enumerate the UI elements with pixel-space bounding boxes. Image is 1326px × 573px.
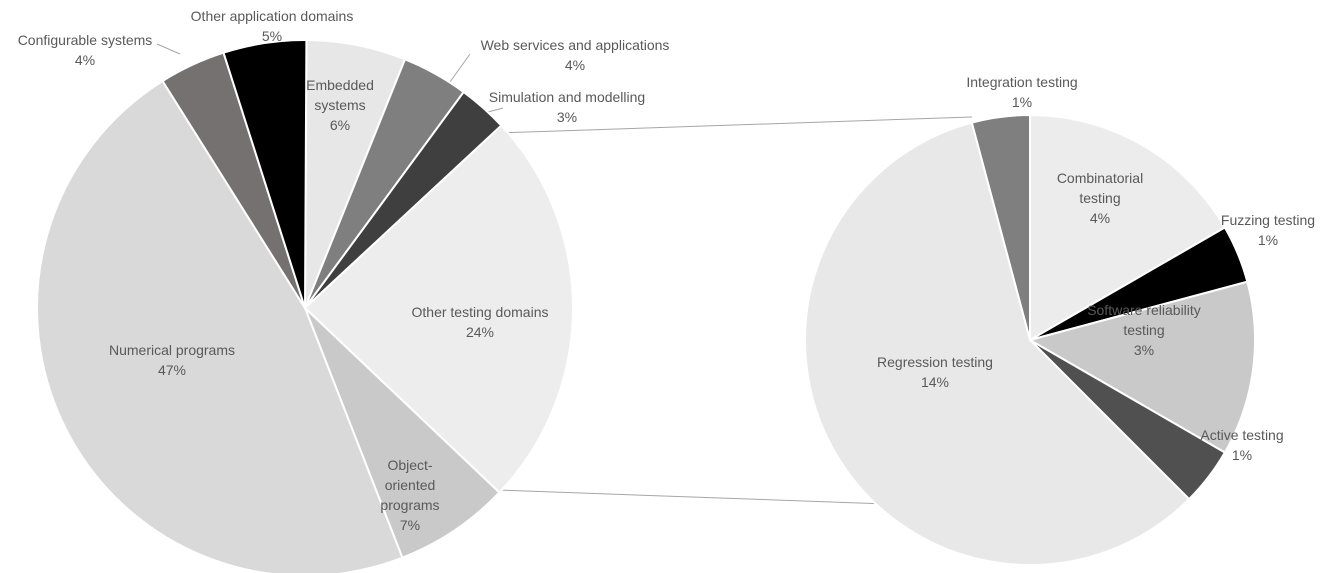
pie-slice	[1029, 113, 1227, 342]
value-label: 1%	[1011, 94, 1033, 110]
value-label: 4%	[1089, 210, 1111, 226]
pie-slice	[1027, 280, 1256, 454]
value-label: 14%	[920, 374, 950, 390]
pie-slice	[804, 121, 1191, 566]
pie-slice	[36, 79, 404, 573]
value-label: 3%	[556, 109, 578, 125]
pie-slice	[303, 124, 574, 494]
value-label: 1%	[1231, 447, 1253, 463]
value-label: 7%	[399, 517, 421, 533]
value-label: 47%	[157, 362, 187, 378]
slice-label: Other testing domains	[411, 304, 549, 320]
slice-label: Integration testing	[966, 74, 1078, 90]
slice-label: Regression testing	[877, 354, 993, 370]
value-label: 3%	[1133, 342, 1155, 358]
slice-label: Web services and applications	[480, 37, 670, 53]
value-label: 4%	[564, 57, 586, 73]
slice-label: Configurable systems	[17, 32, 153, 48]
value-label: 6%	[329, 117, 351, 133]
slice-label: Numerical programs	[108, 342, 236, 358]
value-label: 1%	[1257, 232, 1279, 248]
slice-label: Object-oriented programs	[380, 457, 440, 513]
value-label: 5%	[261, 28, 283, 44]
slice-label: Fuzzing testing	[1220, 212, 1316, 228]
value-label: 24%	[465, 324, 495, 340]
slice-label: Simulation and modelling	[488, 89, 646, 105]
slice-label: Software reliability testing	[1087, 302, 1201, 338]
leader-line	[156, 43, 181, 55]
pie-slice	[222, 39, 308, 309]
connector-line	[496, 116, 973, 134]
slice-label: Combinatorial testing	[1056, 170, 1144, 206]
slice-label: Embedded systems	[306, 77, 374, 113]
value-label: 4%	[74, 52, 96, 68]
pie-slice	[304, 307, 501, 559]
slice-label: Other application domains	[190, 8, 354, 24]
slice-label: Active testing	[1200, 427, 1284, 443]
